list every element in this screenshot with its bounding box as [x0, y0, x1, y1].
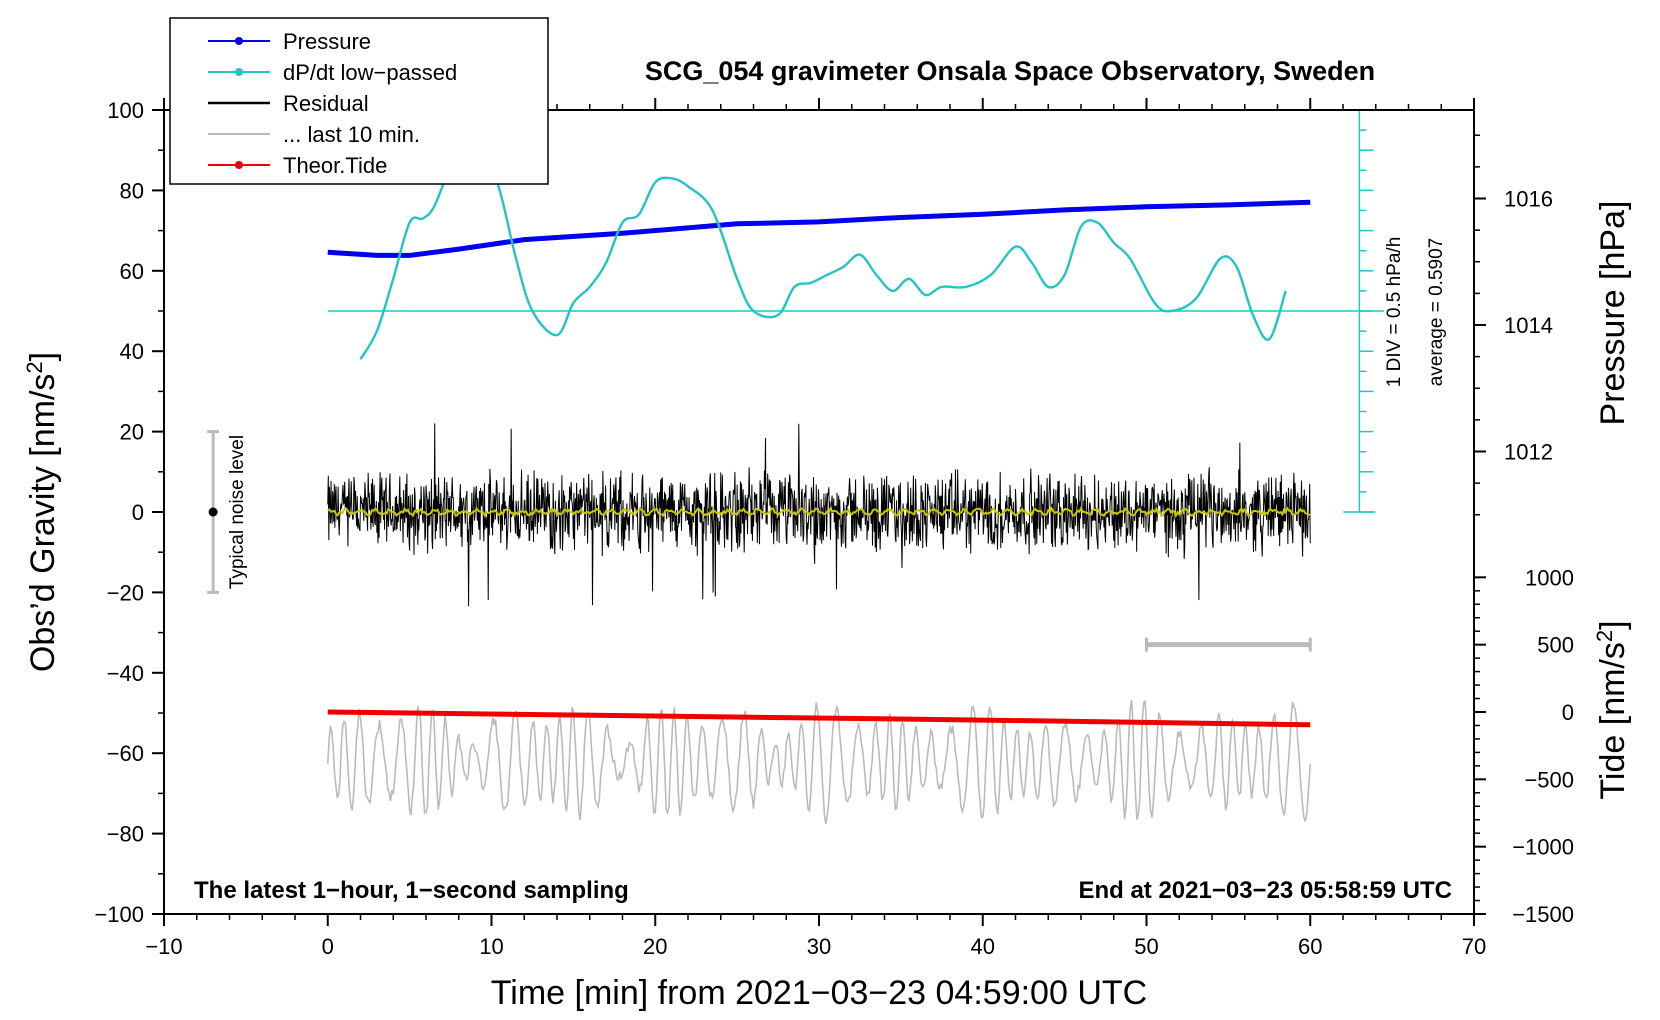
y-tick-label: −60 [107, 741, 144, 766]
x-tick-label: 10 [479, 934, 503, 959]
x-tick-label: 30 [807, 934, 831, 959]
x-tick-label: 50 [1134, 934, 1158, 959]
legend-label: ... last 10 min. [283, 122, 420, 147]
tide-trace [327, 709, 1311, 728]
tide-tick-label: 0 [1562, 700, 1574, 725]
legend-label: Pressure [283, 29, 371, 54]
pressure-trace [327, 199, 1311, 258]
legend-marker [235, 161, 243, 169]
y-tick-label: −20 [107, 580, 144, 605]
tide-tick-label: 500 [1537, 633, 1574, 658]
y-tick-label: −80 [107, 822, 144, 847]
y-tick-label: 80 [120, 178, 144, 203]
x-tick-label: −10 [145, 934, 182, 959]
tide-tick-label: 1000 [1525, 565, 1574, 590]
legend-label: Residual [283, 91, 369, 116]
dpdt-average-label: average = 0.5907 [1426, 238, 1447, 386]
y-tick-label: 40 [120, 339, 144, 364]
legend-label: dP/dt low−passed [283, 60, 457, 85]
last-10-min-trace [326, 699, 1312, 825]
x-tick-label: 40 [971, 934, 995, 959]
pressure-tick-label: 1016 [1504, 187, 1553, 212]
y-tick-label: 60 [120, 259, 144, 284]
y-axis-title-left: Obs’d Gravity [nm/s2] [22, 352, 62, 672]
y-tick-label: −100 [94, 902, 144, 927]
tide-tick-label: −1500 [1512, 902, 1574, 927]
noise-level-label: Typical noise level [227, 435, 248, 589]
legend-box [169, 17, 549, 185]
noise-level-dot [208, 507, 218, 517]
y-axis-title-tide: Tide [nm/s2] [1592, 620, 1632, 799]
x-axis-title: Time [min] from 2021−03−23 04:59:00 UTC [491, 974, 1147, 1012]
y-tick-label: 100 [107, 98, 144, 123]
y-tick-label: 20 [120, 420, 144, 445]
residual-trace [327, 423, 1311, 607]
x-tick-label: 60 [1298, 934, 1322, 959]
legend-marker [235, 68, 243, 76]
x-tick-label: 0 [322, 934, 334, 959]
chart-title: SCG_054 gravimeter Onsala Space Observat… [645, 56, 1375, 86]
dpdt-scale-label: 1 DIV = 0.5 hPa/h [1384, 237, 1405, 388]
legend-label: Theor.Tide [283, 153, 387, 178]
tide-tick-label: −500 [1524, 767, 1574, 792]
x-tick-label: 20 [643, 934, 667, 959]
end-time-note: End at 2021−03−23 05:58:59 UTC [1078, 877, 1452, 904]
y-axis-title-pressure: Pressure [hPa] [1594, 201, 1632, 426]
tide-tick-label: −1000 [1512, 835, 1574, 860]
x-tick-label: 70 [1462, 934, 1486, 959]
y-tick-label: 0 [132, 500, 144, 525]
residual-smoothed-trace [327, 505, 1311, 518]
pressure-tick-label: 1014 [1504, 313, 1553, 338]
legend-marker [235, 37, 243, 45]
sampling-note: The latest 1−hour, 1−second sampling [194, 877, 629, 904]
y-tick-label: −40 [107, 661, 144, 686]
pressure-tick-label: 1012 [1504, 440, 1553, 465]
